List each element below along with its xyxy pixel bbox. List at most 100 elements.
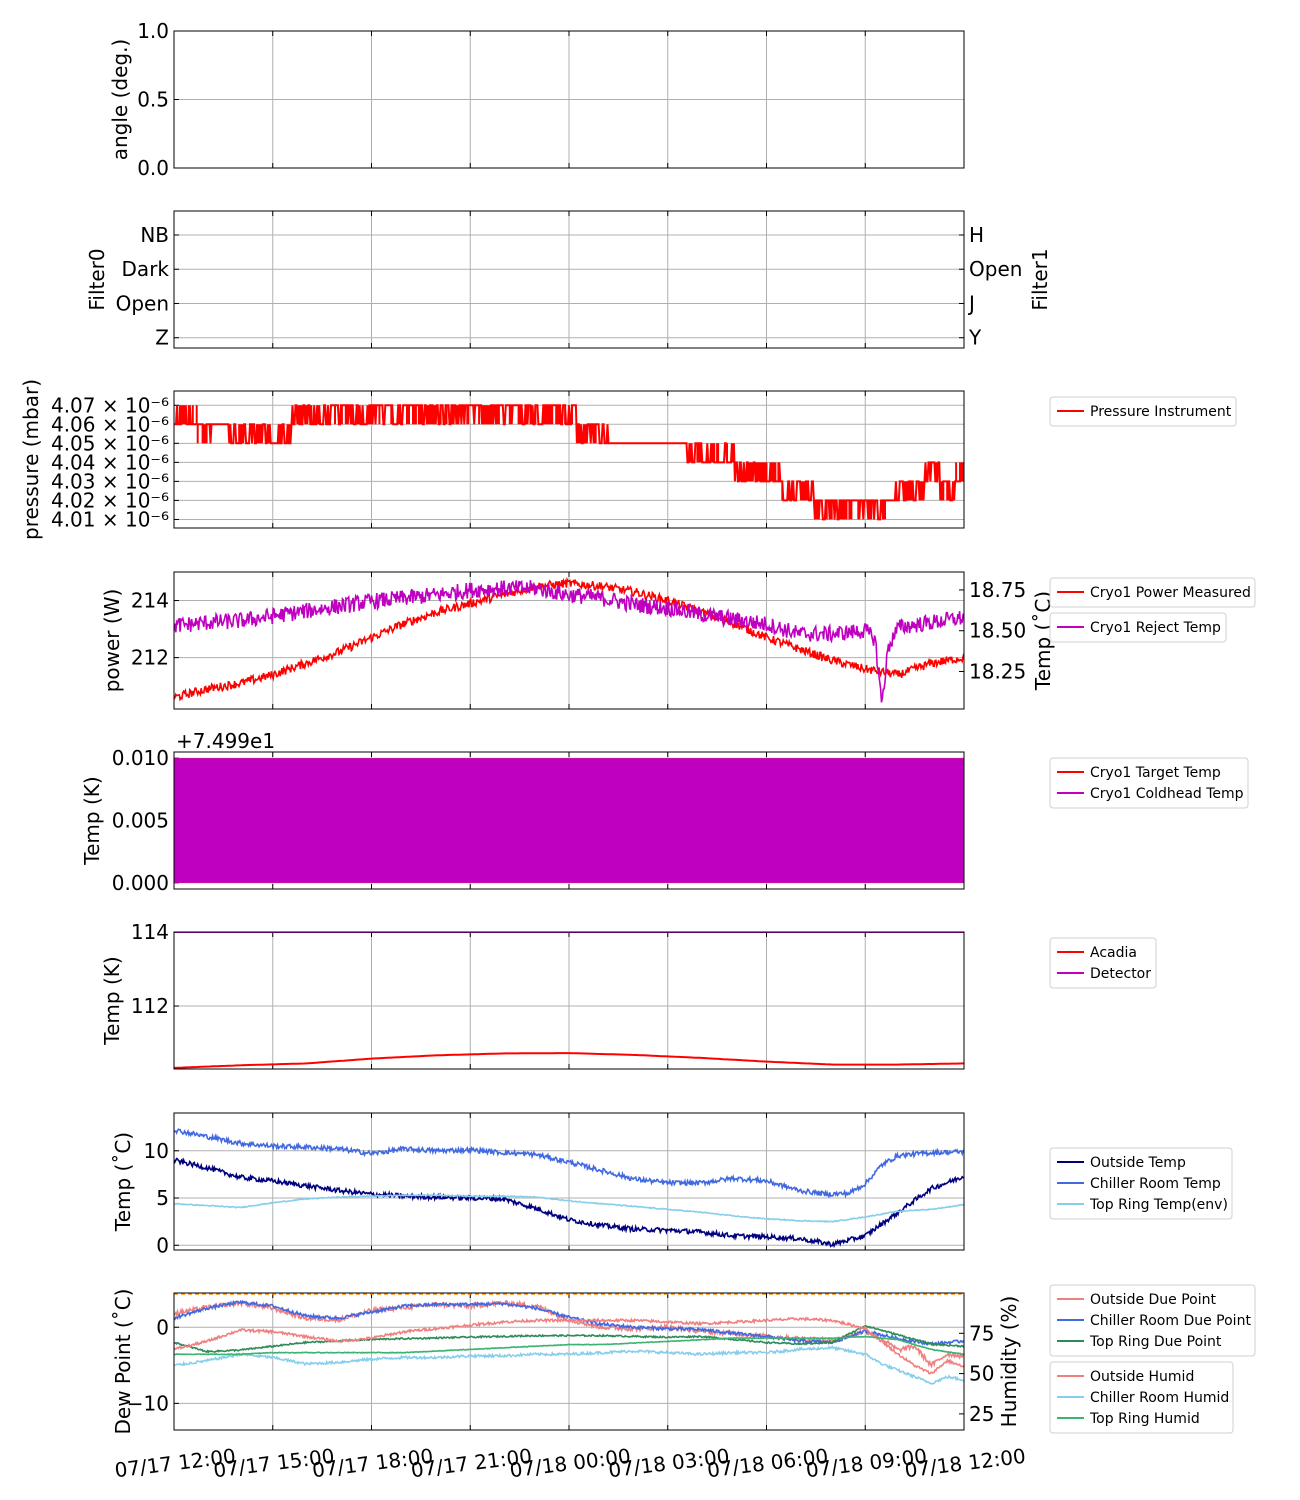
y-tick-label: 4.04 × 10⁻⁶ (51, 450, 169, 474)
y-tick-label: 4.01 × 10⁻⁶ (51, 507, 169, 531)
y-tick-label: 4.05 × 10⁻⁶ (51, 431, 169, 455)
series-line (174, 580, 964, 703)
y-tick-label: 112 (131, 994, 169, 1018)
legend-box (1049, 1147, 1233, 1220)
plot-frame (173, 30, 965, 169)
series-line (174, 1128, 964, 1199)
y-tick-label: 0.010 (112, 746, 169, 770)
series-line (174, 1157, 964, 1249)
y-tick-label: 214 (131, 589, 169, 613)
y-tick-label: 1.0 (137, 19, 169, 43)
y2-tick-label: 25 (969, 1402, 994, 1426)
y-axis-label: power (W) (100, 589, 124, 693)
panel-filter: Z Open Dark NB YJ Open H Filter0 Filter1 (85, 210, 1052, 350)
y-tick-label: 114 (131, 920, 169, 944)
y-axis-label: Temp (˚C) (111, 1132, 135, 1232)
plot-frame (173, 390, 965, 529)
series-line (174, 1052, 964, 1069)
y-tick-label: 4.07 × 10⁻⁶ (51, 393, 169, 417)
plot-area (174, 1293, 964, 1386)
y-tick-label: Dark (122, 257, 170, 281)
y-tick-label: 0 (156, 1233, 169, 1257)
y-tick-label: Open (116, 291, 169, 315)
legend-box (1049, 1284, 1256, 1357)
legend-box (1049, 612, 1227, 643)
y-tick-label: 0 (156, 1315, 169, 1339)
plot-area (174, 576, 964, 703)
series-line (174, 1299, 964, 1347)
plot-frame (173, 1112, 965, 1251)
y2-tick-label: 18.25 (969, 659, 1026, 683)
y-axis-label: Temp (K) (100, 956, 124, 1045)
legend-outside-temp: Outside Temp Chiller Room Temp Top Ring Te… (1049, 1147, 1233, 1220)
series-line (174, 1193, 964, 1223)
y-axis-label: Temp (K) (80, 776, 104, 865)
plot-frame (173, 931, 965, 1070)
legend-cryo-power: Cryo1 Power Measured Cryo1 Reject Temp (1049, 577, 1256, 643)
legend-label: Detector (1090, 966, 1151, 982)
y2-axis-label: Humidity (%) (997, 1296, 1021, 1428)
series-line (174, 1316, 964, 1375)
y-tick-label: −10 (127, 1391, 169, 1415)
legend-label: Chiller Room Temp (1090, 1176, 1221, 1192)
panel-outside-temp: 0 5 10 Temp (˚C) (111, 1112, 965, 1257)
series-line (174, 576, 964, 702)
legend-box (1049, 757, 1249, 809)
y2-tick-label: 75 (969, 1321, 994, 1345)
legend-label: Outside Humid (1090, 1369, 1194, 1385)
legend-box (1049, 1361, 1234, 1434)
y-tick-label: NB (140, 223, 169, 247)
series-line (174, 1345, 964, 1386)
plot-frame (173, 1292, 965, 1431)
y2-tick-label: J (967, 291, 975, 315)
series-line (174, 404, 964, 521)
legend-label: Cryo1 Target Temp (1090, 765, 1221, 781)
legend-pressure: Pressure Instrument (1049, 396, 1237, 427)
legend-label: Top Ring Due Point (1089, 1334, 1222, 1350)
series-line (174, 1325, 964, 1354)
plot-frame (173, 210, 965, 349)
legend-dewpoint: Outside Due Point Chiller Room Due Point T… (1049, 1284, 1256, 1434)
y2-tick-label: 18.75 (969, 578, 1026, 602)
y-axis-label: angle (deg.) (108, 39, 132, 161)
legend-label: Chiller Room Humid (1090, 1390, 1229, 1406)
legend-label: Pressure Instrument (1090, 404, 1232, 420)
legend-label: Outside Temp (1090, 1155, 1186, 1171)
y2-tick-label: H (969, 223, 984, 247)
y2-tick-label: 18.50 (969, 619, 1026, 643)
y2-axis-label: Filter1 (1028, 248, 1052, 310)
y-tick-label: 0.000 (112, 871, 169, 895)
y-axis-label: pressure (mbar) (19, 379, 43, 540)
plot-frame (173, 751, 965, 890)
legend-label: Outside Due Point (1090, 1292, 1217, 1308)
legend-label: Acadia (1090, 945, 1137, 961)
y2-tick-label: Y (968, 326, 982, 350)
y-tick-label: 4.06 × 10⁻⁶ (51, 412, 169, 436)
y-tick-label: 0.5 (137, 88, 169, 112)
plot-frame (173, 571, 965, 710)
legend-label: Top Ring Humid (1089, 1411, 1200, 1427)
legend-box (1049, 577, 1256, 608)
series-band (174, 758, 964, 883)
y-tick-label: 4.03 × 10⁻⁶ (51, 469, 169, 493)
axis-offset-label: +7.499e1 (176, 729, 275, 753)
y-tick-label: Z (155, 326, 169, 350)
panel-pressure: 4.01 × 10⁻⁶4.02 × 10⁻⁶4.03 × 10⁻⁶4.04 × … (19, 379, 965, 540)
y2-tick-label: Open (969, 257, 1022, 281)
plot-area (174, 932, 964, 1069)
legend-label: Chiller Room Due Point (1090, 1313, 1251, 1329)
y-axis-label: Dew Point (˚C) (111, 1288, 135, 1434)
legend-box (1049, 396, 1237, 427)
y-tick-label: 5 (156, 1186, 169, 1210)
y-axis-label: Filter0 (85, 248, 109, 310)
y-tick-label: 4.02 × 10⁻⁶ (51, 488, 169, 512)
y-tick-label: 10 (144, 1139, 169, 1163)
legend-cryo-temp: Cryo1 Target Temp Cryo1 Coldhead Temp (1049, 757, 1249, 809)
plot-area (174, 1128, 964, 1249)
y-tick-label: 0.0 (137, 156, 169, 180)
y2-tick-label: 50 (969, 1362, 994, 1386)
panel-dewpoint: −10 0 25 50 75 Dew Point (˚C) Humidity (%) (111, 1288, 1021, 1434)
